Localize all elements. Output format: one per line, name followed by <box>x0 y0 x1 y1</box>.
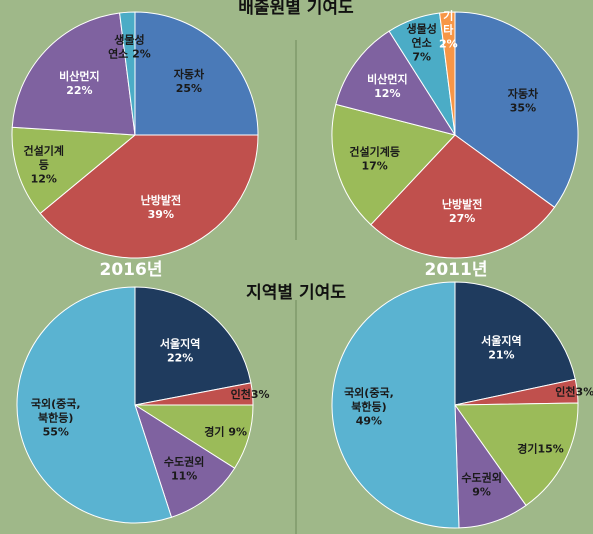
slice-label-line: 25% <box>176 82 202 95</box>
pie-region-2011: 서울지역 21% 인천3% 경기15% 수도권외 9% 국외(중국, 북한등) 49% <box>331 281 593 529</box>
slice-label-line: 생물성 <box>114 33 144 47</box>
pie-slice <box>39 134 259 259</box>
slice-label-line: 건설기계등 <box>349 144 400 158</box>
slice-label: 자동차 35% <box>508 86 539 114</box>
slice-label-line: 비산먼지 <box>59 69 99 83</box>
year-label-2016: 2016년 <box>100 260 163 280</box>
slice-label-line: 북한등) <box>38 411 73 425</box>
slice-label-line: 타 <box>443 22 454 36</box>
slice-label: 비산먼지 12% <box>367 72 407 100</box>
slice-label-line: 9% <box>472 485 491 498</box>
top-section-title: 배출원별 기여도 <box>238 0 354 18</box>
slice-label-line: 서울지역 <box>481 334 521 348</box>
slice-label-line: 55% <box>43 426 69 439</box>
slice-label: 국외(중국, 북한등) 55% <box>31 397 81 439</box>
slice-label: 서울지역 22% <box>160 336 200 364</box>
slice-label-line: 수도권외 <box>461 470 501 484</box>
pie-slice <box>331 281 460 529</box>
slice-label-line: 북한등) <box>351 399 386 413</box>
pie-slice <box>335 30 457 136</box>
pie-slice <box>11 126 137 215</box>
slice-label: 국외(중국, 북한등) 49% <box>344 385 394 427</box>
slice-label-line: 22% <box>167 351 193 364</box>
slice-label-line: 수도권외 <box>164 454 204 468</box>
slice-label-line: 17% <box>362 159 388 172</box>
slice-label: 자동차 25% <box>174 67 205 95</box>
slice-label-line: 국외(중국, <box>31 397 81 411</box>
slice-label-line: 11% <box>171 469 197 482</box>
slice-label-line: 12% <box>31 173 57 186</box>
slice-label-line: 서울지역 <box>160 336 200 350</box>
slice-label-line: 경기15% <box>517 441 564 455</box>
slice-label-line: 자동차 <box>174 67 205 81</box>
slice-label-line: 비산먼지 <box>367 72 407 86</box>
slice-label-line: 난방발전 <box>442 197 482 211</box>
slice-label-line: 국외(중국, <box>344 385 394 399</box>
pie-slice <box>134 286 252 406</box>
slice-label-line: 21% <box>488 349 514 362</box>
slice-label: 생물성 연소 2% <box>108 33 151 61</box>
pie-region-2016: 서울지역 22% 인천3% 경기 9% 수도권외 11% 국외(중국, 북한등) 55% <box>16 286 270 524</box>
slice-label: 비산먼지 22% <box>59 69 99 97</box>
pie-slice <box>11 12 136 136</box>
pie-slice <box>454 281 576 406</box>
slice-label-line: 27% <box>449 212 475 225</box>
pie-slice <box>454 402 579 507</box>
slice-label-line: 49% <box>356 414 382 427</box>
pie-emission-2016: 자동차 25% 난방발전 39% 건설기계 등 12% 비산먼지 22% 생물성 연소 2% <box>11 11 259 259</box>
pie-slice <box>119 11 136 136</box>
pie-emission-2011: 자동차 35%난방발전 27%건설기계등 17%비산먼지 12%생물성 연소 7%기 타 2% <box>331 8 579 259</box>
slice-label-line: 연소 2% <box>108 47 151 61</box>
slice-label-line: 2% <box>439 37 458 50</box>
slice-label: 수도권외 11% <box>164 454 204 482</box>
slice-label-line: 39% <box>148 208 174 221</box>
slice-label: 수도권외 9% <box>461 470 501 498</box>
pie-slice <box>439 11 456 136</box>
slice-label-line: 연소 <box>412 35 432 49</box>
slice-label: 인천3% <box>231 387 270 401</box>
slice-label-line: 건설기계 <box>24 144 64 158</box>
slice-label-line: 인천3% <box>231 387 270 401</box>
slice-label: 경기 9% <box>204 424 247 438</box>
slice-label: 건설기계등 17% <box>349 144 400 172</box>
pie-slice <box>331 103 456 226</box>
slice-label: 기 타 2% <box>439 8 458 50</box>
pie-slice <box>370 134 556 259</box>
pie-slice <box>134 11 259 136</box>
slice-label: 난방발전 27% <box>442 197 482 225</box>
slice-label-line: 22% <box>66 84 92 97</box>
slice-label-line: 자동차 <box>508 86 539 100</box>
bottom-section-title: 지역별 기여도 <box>246 283 346 303</box>
slice-label-line: 12% <box>374 87 400 100</box>
year-label-2011: 2011년 <box>425 260 488 280</box>
slice-label: 생물성 연소 7% <box>406 21 436 63</box>
pie-slice <box>134 403 236 518</box>
pie-slice <box>454 11 579 208</box>
slice-label-line: 7% <box>412 50 431 63</box>
slice-label-line: 기 <box>443 8 453 22</box>
slice-label: 서울지역 21% <box>481 334 521 362</box>
slice-label: 인천3% <box>555 384 593 398</box>
slice-label: 건설기계 등 12% <box>24 144 64 186</box>
slice-label-line: 35% <box>510 101 536 114</box>
pie-slice <box>16 286 173 524</box>
slice-label-line: 등 <box>39 159 49 172</box>
slice-label-line: 인천3% <box>555 384 593 398</box>
slice-label-line: 경기 9% <box>204 424 247 438</box>
slice-label: 경기15% <box>517 441 564 455</box>
slice-label: 난방발전 39% <box>141 193 181 221</box>
slice-label-line: 생물성 <box>406 21 436 35</box>
slice-label-line: 난방발전 <box>141 193 181 207</box>
